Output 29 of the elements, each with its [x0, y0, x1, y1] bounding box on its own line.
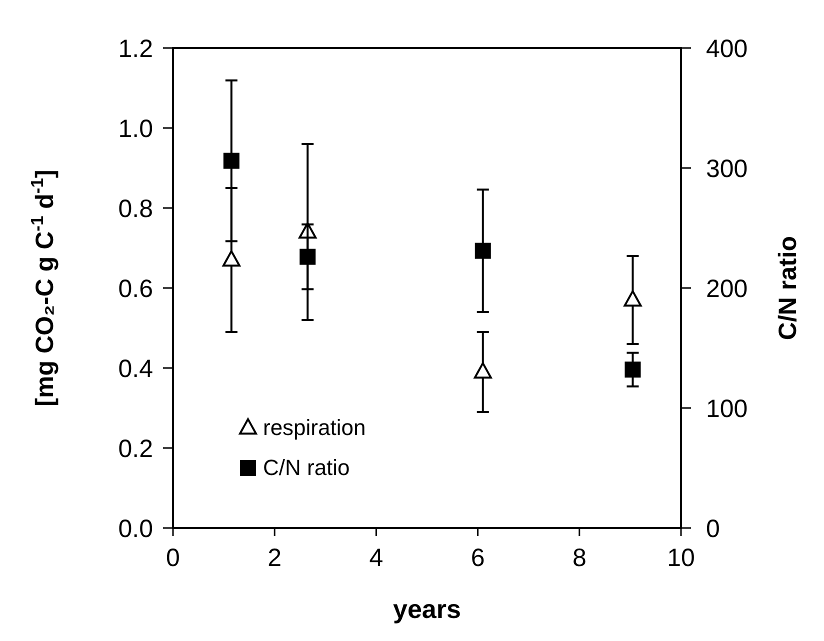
y-tick-label: 0.2 — [118, 435, 153, 463]
y-tick-label: 1.2 — [118, 35, 153, 63]
y2-tick-label: 200 — [706, 275, 748, 303]
y-tick-label: 1.0 — [118, 115, 153, 143]
x-tick-label: 8 — [572, 544, 586, 572]
legend-label: respiration — [263, 415, 366, 440]
x-tick-label: 0 — [166, 544, 180, 572]
legend-label: C/N ratio — [263, 455, 350, 480]
y-tick-label: 0.0 — [118, 515, 153, 543]
x-tick-label: 4 — [369, 544, 384, 572]
y-tick-label: 0.8 — [118, 195, 153, 223]
x-axis-title: years — [393, 594, 461, 624]
x-tick-label: 10 — [667, 544, 695, 572]
point — [222, 250, 240, 267]
point — [474, 242, 491, 259]
point — [624, 362, 641, 378]
point — [624, 290, 642, 307]
point — [223, 152, 240, 169]
point — [300, 248, 316, 265]
y2-tick-label: 300 — [706, 155, 748, 183]
y2-tick-label: 400 — [706, 35, 748, 63]
point — [474, 362, 492, 379]
x-tick-label: 6 — [470, 544, 485, 572]
y-tick-label: 0.6 — [118, 275, 153, 303]
y2-tick-label: 0 — [706, 515, 720, 543]
y2-axis-title: C/N ratio — [774, 236, 802, 340]
y-tick-label: 0.4 — [118, 355, 154, 383]
x-tick-label: 2 — [268, 544, 282, 572]
y2-tick-label: 100 — [706, 395, 748, 423]
